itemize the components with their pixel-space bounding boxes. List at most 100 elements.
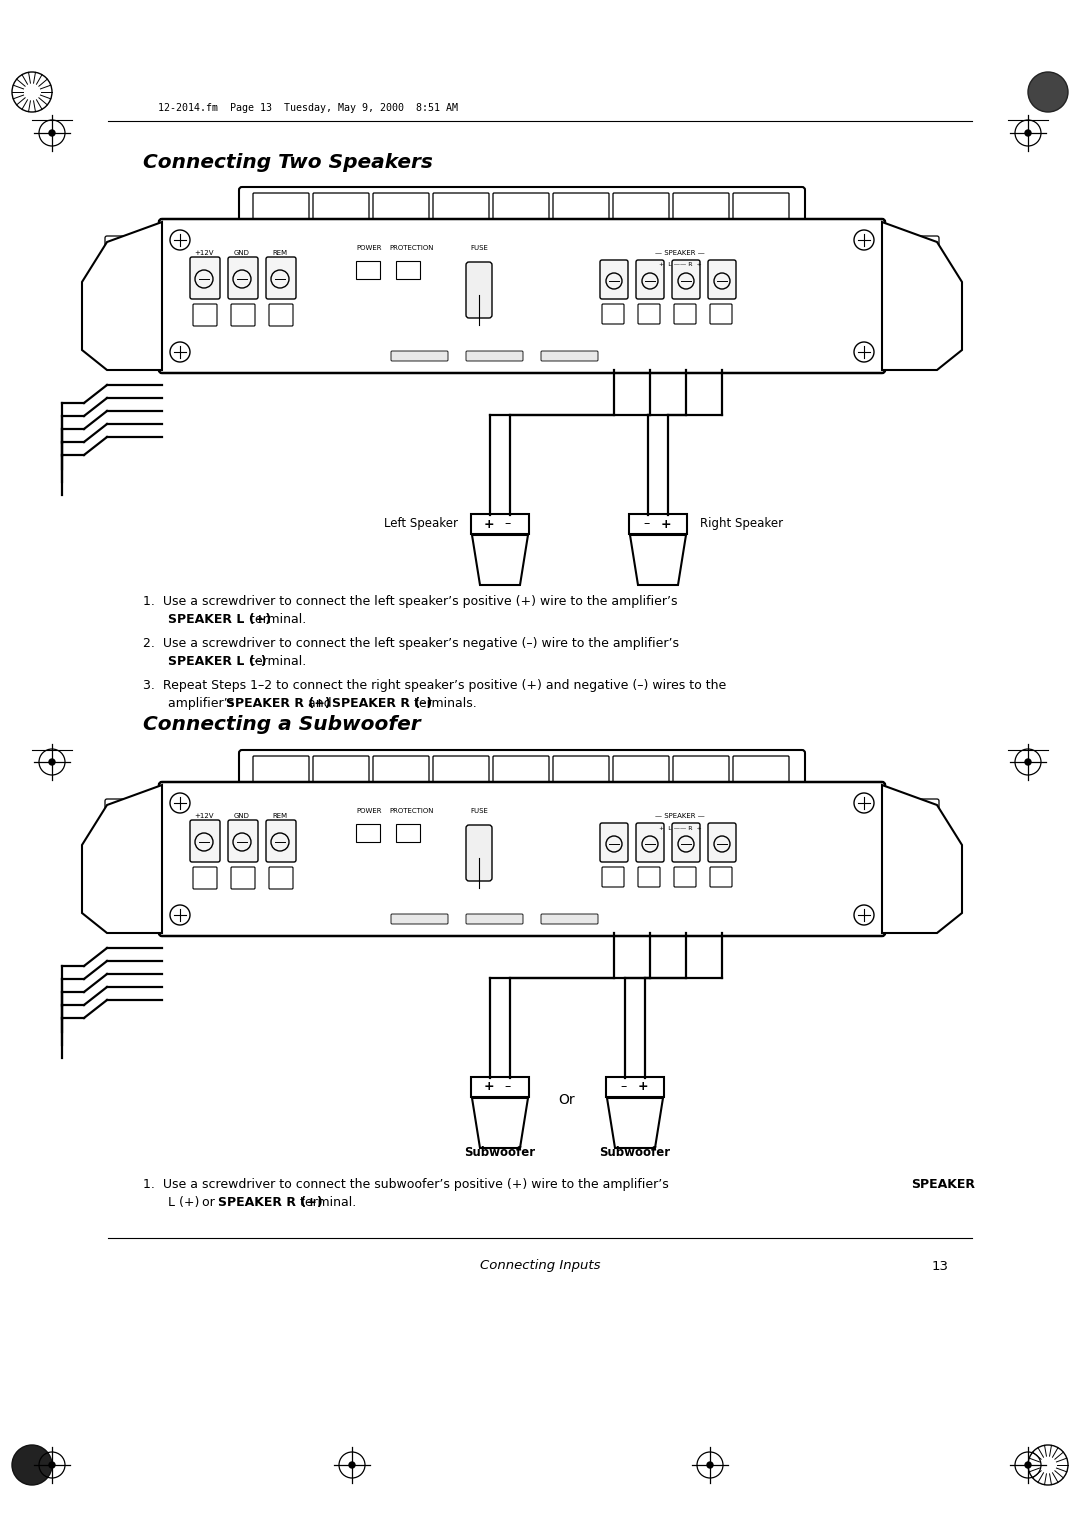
FancyBboxPatch shape: [613, 193, 669, 228]
FancyBboxPatch shape: [708, 824, 735, 862]
FancyBboxPatch shape: [606, 1077, 664, 1097]
FancyBboxPatch shape: [239, 750, 805, 796]
Polygon shape: [472, 535, 528, 585]
FancyBboxPatch shape: [885, 799, 939, 817]
FancyBboxPatch shape: [373, 756, 429, 790]
Polygon shape: [630, 535, 686, 585]
FancyBboxPatch shape: [553, 193, 609, 228]
Polygon shape: [882, 785, 962, 934]
FancyBboxPatch shape: [228, 257, 258, 299]
Text: REM: REM: [272, 251, 287, 257]
FancyBboxPatch shape: [105, 332, 159, 350]
Text: POWER: POWER: [356, 808, 381, 814]
Text: Connecting a Subwoofer: Connecting a Subwoofer: [143, 715, 420, 735]
FancyBboxPatch shape: [602, 866, 624, 886]
FancyBboxPatch shape: [105, 235, 159, 254]
FancyBboxPatch shape: [105, 799, 159, 817]
FancyBboxPatch shape: [885, 871, 939, 889]
Text: Subwoofer: Subwoofer: [464, 1146, 536, 1160]
Text: Or: Or: [558, 1093, 576, 1106]
FancyBboxPatch shape: [465, 825, 492, 882]
FancyBboxPatch shape: [105, 284, 159, 303]
FancyBboxPatch shape: [105, 871, 159, 889]
Polygon shape: [882, 222, 962, 370]
FancyBboxPatch shape: [159, 219, 885, 373]
Text: FUSE: FUSE: [470, 808, 488, 814]
Text: SPEAKER L (+): SPEAKER L (+): [168, 613, 271, 626]
FancyBboxPatch shape: [885, 895, 939, 914]
Text: 1.  Use a screwdriver to connect the subwoofer’s positive (+) wire to the amplif: 1. Use a screwdriver to connect the subw…: [143, 1178, 673, 1190]
Text: –: –: [504, 518, 511, 530]
Text: — SPEAKER —: — SPEAKER —: [656, 251, 705, 257]
FancyBboxPatch shape: [193, 304, 217, 325]
Text: PROTECTION: PROTECTION: [390, 244, 434, 251]
FancyBboxPatch shape: [396, 824, 420, 842]
Text: GND: GND: [234, 251, 249, 257]
FancyBboxPatch shape: [190, 821, 220, 862]
FancyBboxPatch shape: [105, 824, 159, 840]
FancyBboxPatch shape: [629, 513, 687, 533]
FancyBboxPatch shape: [541, 914, 598, 924]
Text: and: and: [303, 697, 336, 711]
Text: L (+): L (+): [168, 1196, 200, 1209]
Text: 1.  Use a screwdriver to connect the left speaker’s positive (+) wire to the amp: 1. Use a screwdriver to connect the left…: [143, 594, 677, 608]
FancyBboxPatch shape: [471, 1077, 529, 1097]
FancyBboxPatch shape: [269, 866, 293, 889]
FancyBboxPatch shape: [710, 866, 732, 886]
Text: –: –: [504, 1080, 511, 1094]
FancyBboxPatch shape: [266, 257, 296, 299]
FancyBboxPatch shape: [733, 756, 789, 790]
FancyBboxPatch shape: [105, 847, 159, 865]
Text: 13: 13: [931, 1259, 948, 1273]
FancyBboxPatch shape: [602, 304, 624, 324]
Text: — SPEAKER —: — SPEAKER —: [656, 813, 705, 819]
FancyBboxPatch shape: [105, 309, 159, 325]
Text: SPEAKER R (+): SPEAKER R (+): [218, 1196, 323, 1209]
FancyBboxPatch shape: [313, 756, 369, 790]
FancyBboxPatch shape: [253, 193, 309, 228]
Text: GND: GND: [234, 813, 249, 819]
Text: +12V: +12V: [194, 251, 214, 257]
FancyBboxPatch shape: [231, 304, 255, 325]
FancyBboxPatch shape: [636, 824, 664, 862]
FancyBboxPatch shape: [638, 866, 660, 886]
Circle shape: [707, 1462, 713, 1468]
FancyBboxPatch shape: [710, 304, 732, 324]
FancyBboxPatch shape: [465, 914, 523, 924]
Text: Connecting Two Speakers: Connecting Two Speakers: [143, 153, 433, 171]
FancyBboxPatch shape: [391, 351, 448, 361]
FancyBboxPatch shape: [471, 513, 529, 533]
Text: SPEAKER: SPEAKER: [912, 1178, 975, 1190]
FancyBboxPatch shape: [673, 756, 729, 790]
FancyBboxPatch shape: [105, 260, 159, 278]
FancyBboxPatch shape: [433, 193, 489, 228]
Polygon shape: [607, 1099, 663, 1148]
FancyBboxPatch shape: [600, 824, 627, 862]
FancyBboxPatch shape: [105, 895, 159, 914]
Circle shape: [349, 1462, 355, 1468]
Circle shape: [1025, 130, 1031, 136]
Circle shape: [1025, 1462, 1031, 1468]
FancyBboxPatch shape: [159, 782, 885, 937]
Text: 2.  Use a screwdriver to connect the left speaker’s negative (–) wire to the amp: 2. Use a screwdriver to connect the left…: [143, 637, 679, 649]
FancyBboxPatch shape: [885, 260, 939, 278]
Text: amplifier’s: amplifier’s: [168, 697, 238, 711]
FancyBboxPatch shape: [492, 193, 549, 228]
Text: terminals.: terminals.: [410, 697, 476, 711]
FancyBboxPatch shape: [193, 866, 217, 889]
FancyBboxPatch shape: [373, 193, 429, 228]
Polygon shape: [82, 222, 162, 370]
FancyBboxPatch shape: [356, 261, 380, 280]
Text: SPEAKER L (–): SPEAKER L (–): [168, 656, 267, 668]
Text: +12V: +12V: [194, 813, 214, 819]
FancyBboxPatch shape: [636, 260, 664, 299]
FancyBboxPatch shape: [239, 186, 805, 232]
Text: Left Speaker: Left Speaker: [384, 518, 458, 530]
Text: PROTECTION: PROTECTION: [390, 808, 434, 814]
FancyBboxPatch shape: [492, 756, 549, 790]
FancyBboxPatch shape: [391, 914, 448, 924]
FancyBboxPatch shape: [269, 304, 293, 325]
Text: +  L —— R  +: + L —— R +: [659, 263, 701, 267]
Polygon shape: [82, 785, 162, 934]
Circle shape: [49, 1462, 55, 1468]
